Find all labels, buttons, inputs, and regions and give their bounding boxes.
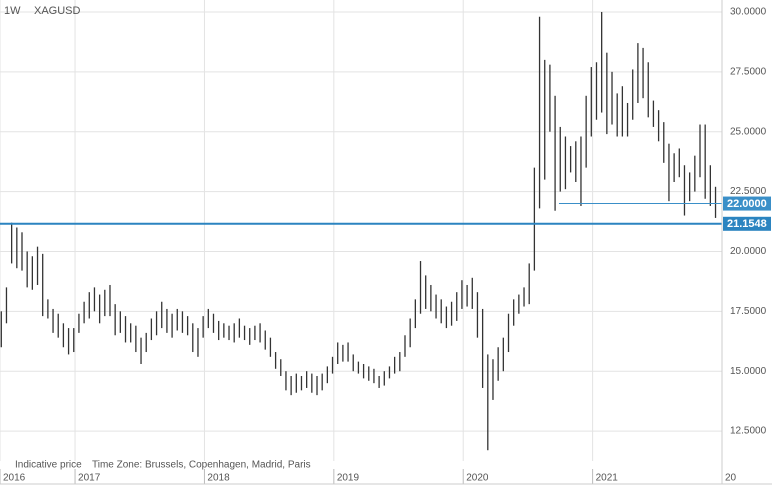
y-tick-label: 17.5000 [730,306,767,317]
x-tick-label: 2021 [596,473,619,484]
level-label-box [723,196,771,211]
x-tick-label: 2017 [78,473,101,484]
x-tick-label: 2016 [3,473,26,484]
x-tick-label: 2020 [466,473,489,484]
y-tick-label: 25.0000 [730,126,767,137]
level-label: 21.1548 [727,218,767,230]
interval: 1W [4,5,21,17]
footnote: Indicative price [15,460,82,471]
axes: 12.5000 15.0000 17.5000 20.0000 22.5000 25.00… [0,0,772,485]
y-tick-label: 30.0000 [730,7,767,18]
bars [0,11,717,451]
x-tick-label: 20 [725,473,737,484]
level-label: 22.0000 [727,198,767,210]
symbol: XAGUSD [34,5,81,17]
level-label-box [723,216,771,231]
x-tick-label: 2019 [337,473,360,484]
x-tick-label: 2018 [207,473,230,484]
y-tick-label: 15.0000 [730,366,767,377]
y-tick-label: 12.5000 [730,426,767,437]
y-tick-label: 20.0000 [730,246,767,257]
levels: 22.0000 21.1548 [0,196,771,231]
y-tick-label: 22.5000 [730,186,767,197]
y-tick-label: 27.5000 [730,66,767,77]
timezone: Time Zone: Brussels, Copenhagen, Madrid,… [92,460,311,471]
